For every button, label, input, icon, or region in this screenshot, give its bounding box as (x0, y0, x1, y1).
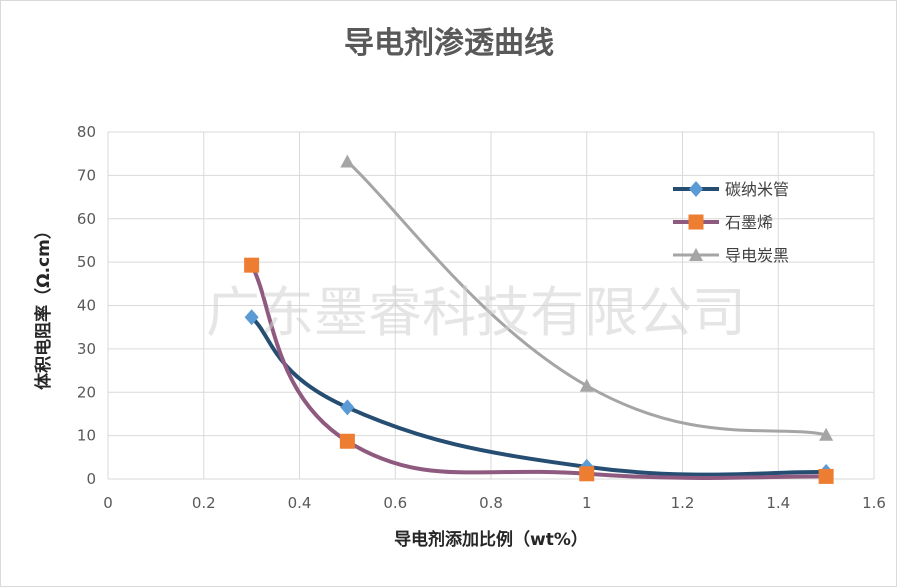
legend-marker-triangle (689, 248, 703, 261)
data-point-triangle (579, 378, 594, 392)
ticks: 0 0.2 0.4 0.6 0.8 1 1.2 1.4 1.6 0 10 20 30 40 50 60 70 80 (77, 123, 886, 512)
x-tick-label: 0.6 (383, 494, 407, 512)
y-tick-label: 0 (86, 470, 96, 488)
y-tick-label: 20 (77, 383, 96, 401)
y-tick-label: 10 (77, 427, 96, 445)
legend-label: 石墨烯 (725, 213, 773, 232)
y-tick-label: 50 (77, 253, 96, 271)
legend-label: 导电炭黑 (725, 246, 789, 265)
data-point-triangle (340, 154, 355, 168)
y-tick-label: 60 (77, 210, 96, 228)
y-tick-label: 80 (77, 123, 96, 141)
y-tick-label: 70 (77, 166, 96, 184)
data-point-square (818, 468, 834, 484)
x-tick-label: 0.8 (479, 494, 503, 512)
watermark: 广东墨睿科技有限公司 (206, 281, 746, 344)
x-tick-label: 0.4 (288, 494, 312, 512)
y-tick-label: 30 (77, 340, 96, 358)
x-axis-title: 导电剂添加比例（wt%） (394, 529, 588, 550)
data-point-square (244, 257, 260, 273)
y-tick-label: 40 (77, 297, 96, 315)
legend-label: 碳纳米管 (725, 180, 789, 199)
data-point-diamond (244, 309, 259, 326)
series-line (249, 263, 829, 480)
x-tick-label: 0.2 (192, 494, 216, 512)
data-point-square (579, 466, 595, 482)
x-tick-label: 1.4 (766, 494, 790, 512)
x-tick-label: 1.6 (862, 494, 886, 512)
series-markers (244, 154, 834, 484)
legend-marker-diamond (689, 181, 703, 197)
x-tick-label: 0 (103, 494, 113, 512)
legend-marker-square (688, 214, 704, 230)
data-point-diamond (340, 399, 355, 416)
chart-title: 导电剂渗透曲线 (344, 26, 554, 61)
x-tick-label: 1 (582, 494, 592, 512)
grid (107, 131, 875, 480)
data-point-triangle (819, 427, 834, 441)
y-axis-title: 体积电阻率（Ω.cm） (33, 222, 54, 390)
data-point-square (339, 433, 355, 449)
x-tick-label: 1.2 (671, 494, 695, 512)
